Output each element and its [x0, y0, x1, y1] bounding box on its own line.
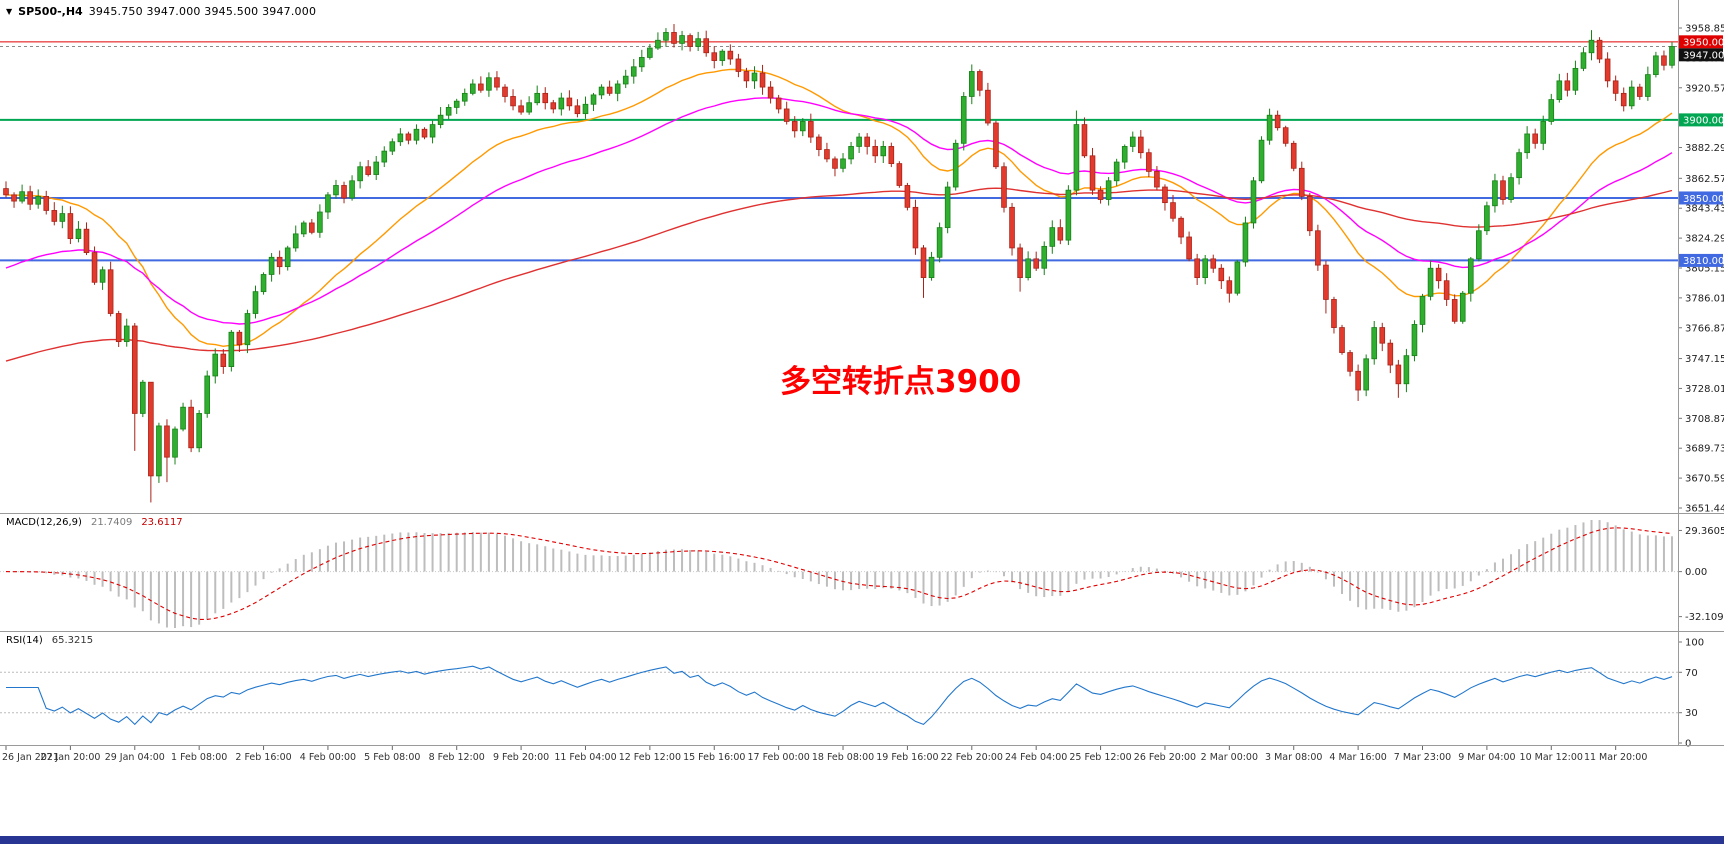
ma-slow-red — [5, 187, 1673, 362]
svg-text:3651.440: 3651.440 — [1685, 504, 1724, 515]
svg-text:25 Feb 12:00: 25 Feb 12:00 — [1069, 752, 1131, 763]
svg-text:4 Feb 00:00: 4 Feb 00:00 — [300, 752, 356, 763]
hlines-layer — [0, 41, 1678, 262]
candles-layer — [3, 24, 1675, 503]
svg-text:12 Feb 12:00: 12 Feb 12:00 — [619, 752, 681, 763]
macd-main-value: 21.7409 — [90, 517, 133, 528]
svg-text:29 Jan 04:00: 29 Jan 04:00 — [105, 752, 165, 763]
moving-averages-layer — [5, 68, 1673, 362]
svg-text:3843.430: 3843.430 — [1685, 204, 1724, 215]
svg-text:3689.730: 3689.730 — [1685, 444, 1724, 455]
rsi-indicator-label: RSI(14) 65.3215 — [6, 635, 93, 646]
macd-panel[interactable] — [0, 520, 1678, 628]
svg-text:3850.000: 3850.000 — [1683, 194, 1724, 205]
symbol-timeframe-label: SP500-,H4 — [18, 5, 83, 18]
svg-text:3882.290: 3882.290 — [1685, 143, 1724, 154]
svg-text:70: 70 — [1685, 668, 1698, 679]
svg-text:26 Feb 20:00: 26 Feb 20:00 — [1134, 752, 1196, 763]
svg-text:4 Mar 16:00: 4 Mar 16:00 — [1329, 752, 1386, 763]
svg-text:24 Feb 04:00: 24 Feb 04:00 — [1005, 752, 1067, 763]
price-tag — [1679, 48, 1723, 62]
svg-text:3728.010: 3728.010 — [1685, 384, 1724, 395]
price-tag — [1679, 35, 1723, 49]
svg-text:1 Feb 08:00: 1 Feb 08:00 — [171, 752, 227, 763]
svg-text:3958.850: 3958.850 — [1685, 24, 1724, 35]
svg-text:29.3605: 29.3605 — [1685, 526, 1724, 537]
svg-text:30: 30 — [1685, 708, 1698, 719]
rsi-name: RSI(14) — [6, 635, 43, 646]
svg-text:3824.290: 3824.290 — [1685, 234, 1724, 245]
svg-text:9 Feb 20:00: 9 Feb 20:00 — [493, 752, 549, 763]
svg-text:27 Jan 20:00: 27 Jan 20:00 — [40, 752, 100, 763]
rsi-line — [6, 665, 1673, 726]
horizontal-scrollbar[interactable] — [0, 836, 1724, 844]
macd-name: MACD(12,26,9) — [6, 517, 82, 528]
svg-text:0: 0 — [1685, 739, 1691, 750]
price-tag — [1679, 191, 1723, 205]
svg-text:26 Jan 2021: 26 Jan 2021 — [2, 752, 59, 763]
svg-text:17 Feb 00:00: 17 Feb 00:00 — [747, 752, 809, 763]
svg-text:3805.150: 3805.150 — [1685, 263, 1724, 274]
svg-text:18 Feb 08:00: 18 Feb 08:00 — [812, 752, 874, 763]
ma-fast-orange — [5, 68, 1673, 348]
svg-text:3747.150: 3747.150 — [1685, 354, 1724, 365]
macd-indicator-label: MACD(12,26,9) 21.7409 23.6117 — [6, 517, 183, 528]
svg-text:-32.1096: -32.1096 — [1685, 612, 1724, 623]
svg-text:3 Mar 08:00: 3 Mar 08:00 — [1265, 752, 1322, 763]
ma-mid-magenta — [5, 97, 1673, 325]
svg-text:3900.000: 3900.000 — [1683, 116, 1724, 127]
svg-text:2 Mar 00:00: 2 Mar 00:00 — [1201, 752, 1258, 763]
svg-text:22 Feb 20:00: 22 Feb 20:00 — [941, 752, 1003, 763]
svg-text:2 Feb 16:00: 2 Feb 16:00 — [235, 752, 291, 763]
svg-text:7 Mar 23:00: 7 Mar 23:00 — [1394, 752, 1451, 763]
macd-signal-value: 23.6117 — [141, 517, 183, 528]
price-tag — [1679, 253, 1723, 267]
ohlc-values: 3945.750 3947.000 3945.500 3947.000 — [88, 5, 317, 18]
chart-header: ▼ SP500-,H4 3945.750 3947.000 3945.500 3… — [6, 5, 316, 18]
svg-text:3708.870: 3708.870 — [1685, 414, 1724, 425]
panel-borders — [0, 0, 1724, 746]
svg-text:100: 100 — [1685, 638, 1704, 649]
price-axis[interactable]: 3958.8503939.7103920.5703882.2903862.570… — [1678, 24, 1724, 515]
svg-text:3766.870: 3766.870 — [1685, 323, 1724, 334]
svg-text:3862.570: 3862.570 — [1685, 174, 1724, 185]
svg-text:5 Feb 08:00: 5 Feb 08:00 — [364, 752, 420, 763]
svg-text:10 Mar 12:00: 10 Mar 12:00 — [1520, 752, 1583, 763]
svg-text:11 Mar 20:00: 11 Mar 20:00 — [1584, 752, 1647, 763]
svg-text:15 Feb 16:00: 15 Feb 16:00 — [683, 752, 745, 763]
svg-text:3670.590: 3670.590 — [1685, 474, 1724, 485]
macd-signal-line — [5, 527, 1673, 620]
svg-text:8 Feb 12:00: 8 Feb 12:00 — [429, 752, 485, 763]
svg-text:3920.570: 3920.570 — [1685, 83, 1724, 94]
svg-text:9 Mar 04:00: 9 Mar 04:00 — [1458, 752, 1515, 763]
price-tag — [1679, 113, 1723, 127]
svg-text:0.00: 0.00 — [1685, 567, 1707, 578]
svg-text:19 Feb 16:00: 19 Feb 16:00 — [876, 752, 938, 763]
symbol-dropdown-icon[interactable]: ▼ — [6, 7, 13, 16]
svg-text:11 Feb 04:00: 11 Feb 04:00 — [554, 752, 616, 763]
rsi-panel[interactable] — [0, 665, 1678, 726]
svg-text:3947.000: 3947.000 — [1683, 51, 1724, 62]
svg-text:3810.000: 3810.000 — [1683, 256, 1724, 267]
svg-text:3950.000: 3950.000 — [1683, 38, 1724, 49]
svg-text:3786.010: 3786.010 — [1685, 293, 1724, 304]
chart-annotation: 多空转折点3900 — [780, 364, 1022, 400]
rsi-value: 65.3215 — [51, 635, 94, 646]
